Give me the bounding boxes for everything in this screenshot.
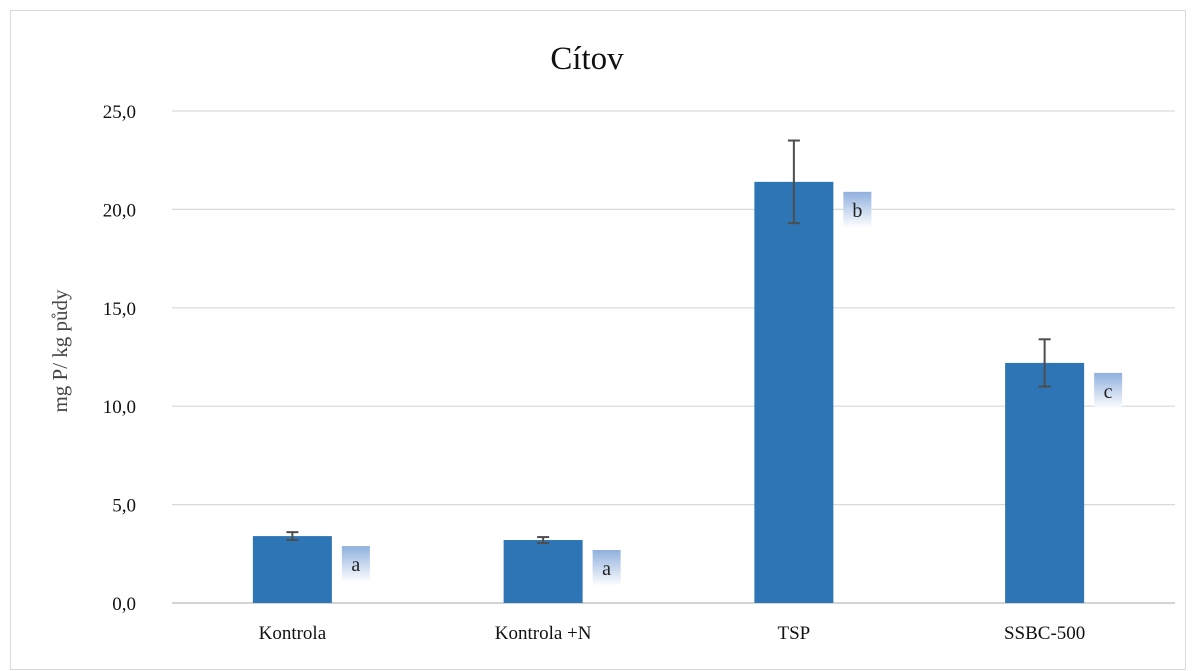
x-tick-labels: Kontrola Kontrola +N TSP SSBC-500 [259,623,1086,644]
y-tick-label: 15,0 [103,299,136,320]
significance-box [592,550,621,587]
bar [754,181,834,603]
gridlines [172,110,1175,604]
significance-letter: a [351,554,360,576]
x-tick-label: Kontrola [259,623,327,644]
chart-title: Cítov [550,41,624,77]
bar [1005,362,1085,603]
bar [503,540,583,603]
y-axis-label: mg P/ kg půdy [48,289,72,413]
significance-box [843,191,872,228]
y-tick-label: 0,0 [112,594,136,615]
x-tick-label: SSBC-500 [1004,623,1085,644]
bar [252,536,332,603]
chart: Cítov mg P/ kg půdy 0,0 5,0 10,0 15,0 20,0 25… [48,41,1175,644]
significance-box [341,546,370,583]
significance-letter: b [852,200,862,222]
y-tick-label: 5,0 [112,496,136,517]
x-tick-label: Kontrola +N [495,623,592,644]
y-tick-label: 20,0 [103,200,136,221]
significance-letter: c [1104,381,1113,403]
chart-frame: Cítov mg P/ kg půdy 0,0 5,0 10,0 15,0 20,0 25… [10,10,1186,670]
significance-letter: a [602,558,611,580]
error-bars [286,139,1051,544]
y-tick-label: 25,0 [103,102,136,123]
y-tick-label: 10,0 [103,397,136,418]
bars [252,181,1085,603]
significance-box [1094,372,1123,409]
y-tick-labels: 0,0 5,0 10,0 15,0 20,0 25,0 [103,102,136,615]
x-tick-label: TSP [778,623,811,644]
significance-labels: a a b c [341,191,1123,587]
